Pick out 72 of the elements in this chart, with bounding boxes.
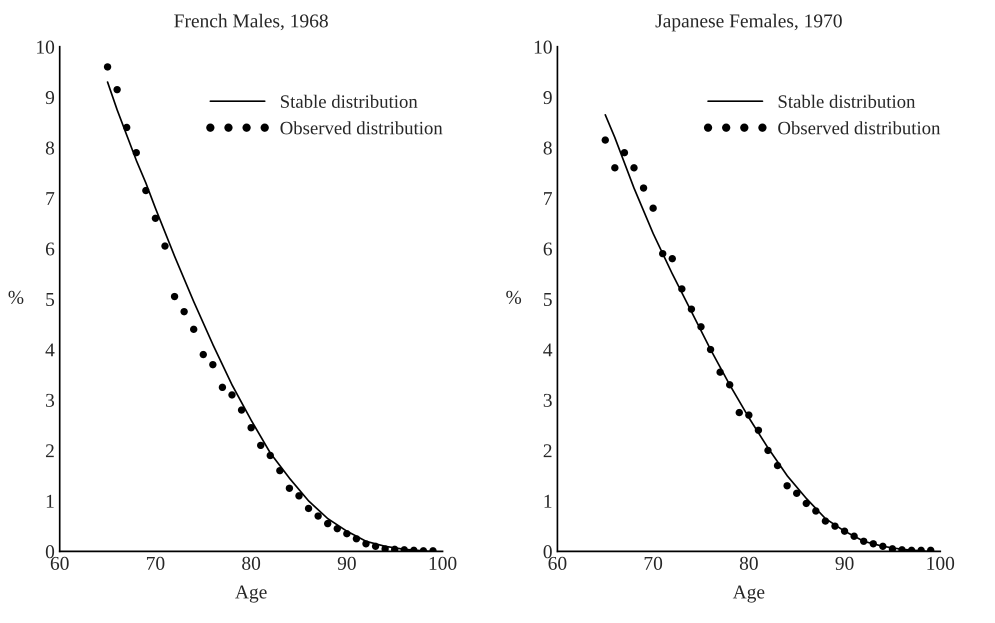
y-tick-label: 8 [544,141,552,155]
point [602,136,609,144]
y-tick-label: 2 [46,444,54,458]
point [286,484,294,492]
x-tick-label: 70 [146,556,164,570]
y-tick-label: 5 [46,293,54,306]
y-tick-label: 3 [46,394,54,407]
point [238,406,246,414]
legend-label: Stable distribution [280,94,418,108]
y-tick-label: 6 [46,242,54,256]
y-tick-label: 1 [544,494,552,508]
point [314,512,322,520]
legend-label: Observed distribution [778,121,940,134]
point [152,214,160,222]
y-axis-title: % [8,290,24,304]
chart-title: French Males, 1968 [174,14,328,30]
point [228,391,236,399]
x-tick-label: 60 [50,556,69,570]
point [113,86,121,94]
y-tick-label: 3 [544,394,552,407]
x-axis-title: Age [732,586,764,603]
x-tick-label: 70 [644,556,662,570]
y-tick-label: 10 [534,40,552,54]
legend-label: Observed distribution [280,121,442,134]
x-tick-label: 100 [430,556,456,570]
point [736,408,743,416]
point [190,326,198,333]
y-tick-label: 9 [543,91,552,104]
x-axis-title: Age [235,586,267,603]
y-tick-label: 6 [544,242,552,256]
x-tick-label: 60 [548,556,566,570]
x-tick-label: 100 [927,556,954,570]
x-tick-label: 90 [835,556,854,570]
point [104,63,112,71]
y-tick-label: 1 [46,494,54,508]
y-tick-label: 2 [544,444,552,458]
y-tick-label: 5 [544,293,552,306]
point [802,500,810,508]
point [630,164,638,172]
y-tick-label: 4 [543,343,552,356]
y-axis-title: % [506,290,522,304]
point [668,254,676,262]
point [295,492,303,500]
point [161,242,169,250]
y-tick-label: 7 [46,192,54,205]
point [247,424,255,432]
point [640,184,648,192]
y-tick-label: 0 [46,545,54,558]
point [200,350,207,358]
point [611,164,619,172]
point [218,384,226,392]
point [793,490,800,497]
point [649,204,657,212]
point [170,292,178,300]
point [324,520,332,528]
y-tick-label: 10 [37,40,54,54]
point [209,360,217,368]
legend-label: Stable distribution [778,94,916,108]
y-tick-label: 7 [544,192,552,205]
y-tick-label: 9 [46,91,54,104]
y-tick-label: 8 [46,141,54,155]
y-tick-label: 4 [45,343,55,356]
x-tick-label: 90 [338,556,356,570]
point [783,482,791,490]
point [257,442,264,450]
point [620,149,628,156]
point [304,504,312,512]
x-tick-label: 80 [740,556,758,570]
point [180,308,188,316]
chart-title: Japanese Females, 1970 [656,14,842,32]
x-tick-label: 80 [242,556,260,570]
y-tick-label: 0 [544,545,552,558]
